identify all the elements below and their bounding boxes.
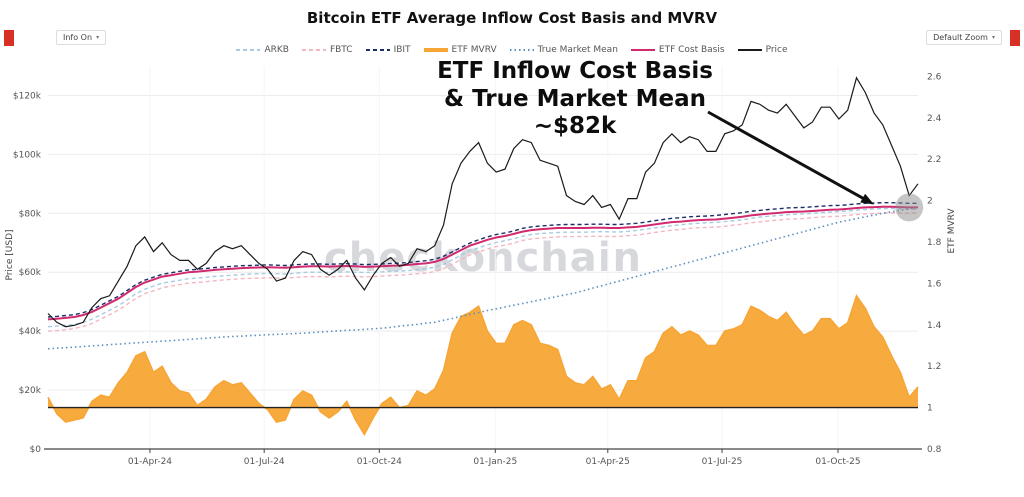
series-ibit <box>47 202 918 318</box>
x-tick-label: 01-Apr-25 <box>586 457 630 467</box>
series-price <box>47 76 919 328</box>
left-tick-label: $20k <box>19 386 42 396</box>
x-tick-label: 01-Jul-24 <box>244 457 285 467</box>
legend-item-fbtc[interactable]: FBTC <box>301 45 353 55</box>
chevron-down-icon: ▾ <box>96 34 100 41</box>
legend-item-true-market-mean[interactable]: True Market Mean <box>509 45 618 55</box>
right-tick-label: 0.8 <box>927 445 942 455</box>
legend-item-ibit[interactable]: IBIT <box>365 45 411 55</box>
right-axis-title: ETF MVRV <box>947 208 957 254</box>
info-toggle-label: Info On <box>63 33 93 42</box>
zoom-select-label: Default Zoom <box>933 33 988 42</box>
x-tick-label: 01-Jul-25 <box>702 457 743 467</box>
right-tick-label: 1.6 <box>927 279 942 289</box>
legend-item-etf-mvrv[interactable]: ETF MVRV <box>423 45 497 55</box>
right-tick-label: 1 <box>927 404 933 414</box>
legend-swatch-true-market-mean <box>509 49 534 51</box>
info-toggle-button[interactable]: Info On ▾ <box>56 30 107 45</box>
series-fbtc <box>47 212 919 332</box>
left-tick-label: $80k <box>19 209 42 219</box>
chevron-down-icon: ▾ <box>991 34 995 41</box>
legend-label: Price <box>765 45 788 55</box>
series-arkb <box>47 207 918 328</box>
x-tick-label: 01-Oct-24 <box>357 457 402 467</box>
legend-item-price[interactable]: Price <box>737 45 788 55</box>
right-tick-label: 1.8 <box>927 238 942 248</box>
right-tick-label: 2.4 <box>927 114 942 124</box>
legend-swatch-fbtc <box>301 49 326 51</box>
left-tick-label: $100k <box>13 150 42 160</box>
left-tick-label: $0 <box>30 445 42 455</box>
right-tick-label: 1.4 <box>927 321 942 331</box>
left-tick-label: $40k <box>19 327 42 337</box>
page-title: Bitcoin ETF Average Inflow Cost Basis an… <box>306 9 718 27</box>
legend-item-etf-cost-basis[interactable]: ETF Cost Basis <box>630 45 725 55</box>
x-tick-label: 01-Apr-24 <box>128 457 172 467</box>
annotation-arrow-line <box>707 110 867 201</box>
legend-label: True Market Mean <box>537 45 618 55</box>
legend-swatch-price <box>737 49 762 51</box>
right-tick-label: 2 <box>927 197 933 207</box>
left-tick-label: $120k <box>13 91 42 101</box>
x-tick-label: 01-Jan-25 <box>473 457 517 467</box>
highlight-circle <box>895 193 924 222</box>
series-line-etf-mvrv <box>47 294 919 437</box>
watermark: checkonchain <box>324 235 642 281</box>
zoom-select-button[interactable]: Default Zoom ▾ <box>926 30 1002 45</box>
annotation-arrow-head <box>860 193 875 205</box>
red-edge-tab-left[interactable] <box>4 30 14 46</box>
legend-label: FBTC <box>329 45 353 55</box>
right-tick-label: 2.2 <box>927 155 941 165</box>
legend-label: IBIT <box>393 45 411 55</box>
legend-swatch-ibit <box>365 49 390 51</box>
red-edge-tab-right[interactable] <box>1010 30 1020 46</box>
right-tick-label: 2.6 <box>927 72 942 82</box>
legend-label: ETF MVRV <box>451 45 497 55</box>
x-tick-label: 01-Oct-25 <box>815 457 860 467</box>
legend-label: ARKB <box>264 45 289 55</box>
legend-swatch-arkb <box>236 49 261 51</box>
series-true-market-mean <box>47 206 919 350</box>
series-area-etf-mvrv <box>48 295 918 435</box>
legend-label: ETF Cost Basis <box>658 45 725 55</box>
legend-swatch-etf-cost-basis <box>630 49 655 51</box>
series-etf-cost-basis <box>47 205 918 321</box>
legend-item-arkb[interactable]: ARKB <box>236 45 289 55</box>
left-tick-label: $60k <box>19 268 42 278</box>
right-tick-label: 1.2 <box>927 362 941 372</box>
chart-legend: ARKB FBTC IBIT ETF MVRV True Market Mean ETF … <box>0 45 1024 55</box>
legend-swatch-etf-mvrv <box>423 48 448 52</box>
left-axis-title: Price [USD] <box>5 229 15 281</box>
